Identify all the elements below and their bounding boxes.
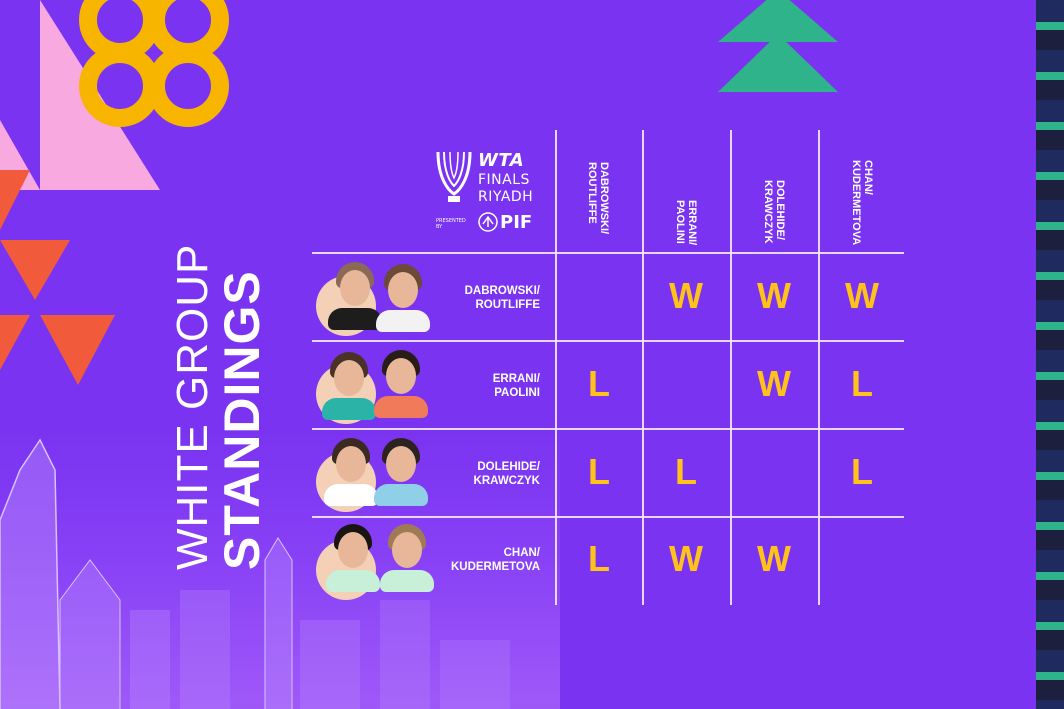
logo-line-1: FINALS <box>478 172 530 188</box>
result-cell: L <box>851 451 873 492</box>
grid-line-vertical <box>730 130 732 605</box>
column-header: CHAN/ KUDERMETOVA <box>850 160 874 246</box>
result-cell: W <box>757 363 791 404</box>
player-photo <box>376 262 430 332</box>
player-photo <box>322 350 376 420</box>
result-cell: L <box>588 538 610 579</box>
result-cell: W <box>669 275 703 316</box>
result-cell: W <box>757 275 791 316</box>
grid-line-vertical <box>642 130 644 605</box>
result-cell: W <box>757 538 791 579</box>
presented-by-label: PRESENTED BY <box>436 218 466 230</box>
wta-finals-logo: WTA FINALS RIYADH PRESENTED BY PIF <box>434 148 546 240</box>
row-team-name: CHAN/ KUDERMETOVA <box>450 547 540 573</box>
player-photo <box>324 436 378 506</box>
row-team-name: DOLEHIDE/ KRAWCZYK <box>473 461 540 487</box>
player-photo <box>328 260 382 330</box>
result-cell: L <box>675 451 697 492</box>
player-photos <box>314 344 434 424</box>
trophy-icon <box>436 151 472 202</box>
grid-line-horizontal <box>312 340 904 342</box>
column-header: DABROWSKI/ ROUTLIFFE <box>586 162 610 235</box>
row-team-name: DABROWSKI/ ROUTLIFFE <box>464 285 540 311</box>
sponsor-name: PIF <box>500 212 533 233</box>
logo-brand: WTA <box>478 150 525 171</box>
row-team-name: ERRANI/ PAOLINI <box>492 373 540 399</box>
decorative-pattern-strip <box>1036 0 1064 709</box>
grid-line-vertical <box>818 130 820 605</box>
title-group: WHITE GROUP <box>168 243 217 570</box>
page-title: WHITE GROUP STANDINGS <box>168 243 270 570</box>
pif-emblem-icon <box>478 212 498 232</box>
player-photo <box>326 522 380 592</box>
player-photo <box>374 436 428 506</box>
column-header: DOLEHIDE/ KRAWCZYK <box>762 180 786 244</box>
player-photo <box>374 348 428 418</box>
grid-line-horizontal <box>312 516 904 518</box>
city-skyline-background <box>0 430 560 709</box>
player-photos <box>314 256 434 336</box>
result-cell: L <box>588 451 610 492</box>
grid-line-horizontal <box>312 252 904 254</box>
column-header: ERRANI/ PAOLINI <box>674 200 698 246</box>
result-cell: L <box>588 363 610 404</box>
result-cell: W <box>669 538 703 579</box>
grid-line-horizontal <box>312 428 904 430</box>
player-photos <box>314 432 434 512</box>
result-cell: W <box>845 275 879 316</box>
player-photos <box>314 520 434 600</box>
logo-line-2: RIYADH <box>478 189 534 205</box>
title-standings: STANDINGS <box>214 270 270 570</box>
player-photo <box>380 522 434 592</box>
result-cell: L <box>851 363 873 404</box>
grid-line-vertical <box>555 130 557 605</box>
